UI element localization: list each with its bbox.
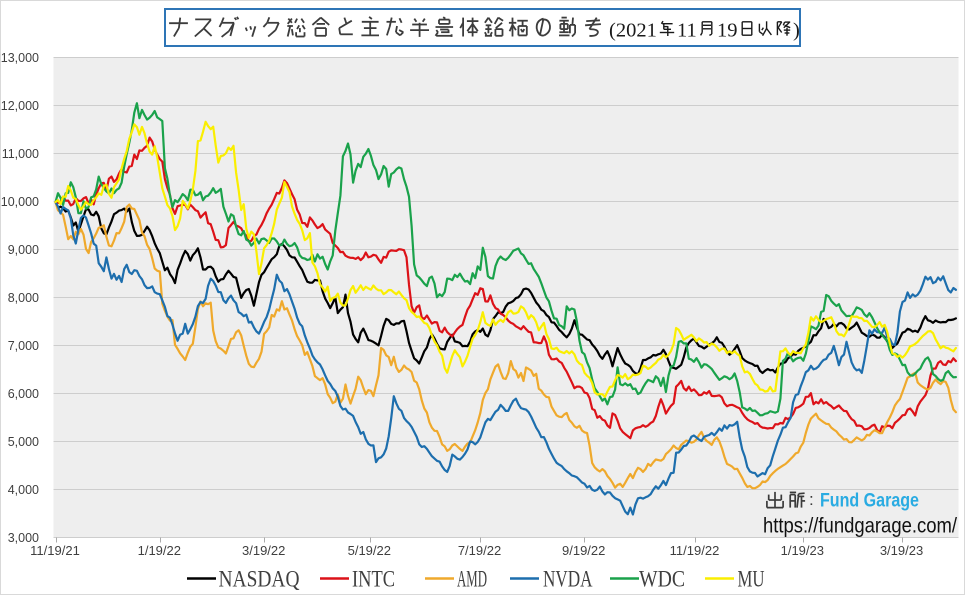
svg-text:12,000: 12,000 [1,99,39,113]
svg-text:Fund Garage: Fund Garage [820,490,919,512]
svg-text:5,000: 5,000 [8,435,39,449]
svg-text:AMD: AMD [457,567,487,593]
svg-text:8,000: 8,000 [8,291,39,305]
svg-text:https://fundgarage.com/: https://fundgarage.com/ [763,515,957,538]
svg-text:7,000: 7,000 [8,339,39,353]
svg-text:3/19/22: 3/19/22 [242,543,285,558]
svg-text:(2021: (2021 [609,20,657,42]
svg-text:1/19/22: 1/19/22 [138,543,181,558]
svg-text:11/19/22: 11/19/22 [670,543,720,558]
svg-text:6,000: 6,000 [8,387,39,401]
svg-text:13,000: 13,000 [1,51,39,65]
svg-text::: : [809,490,814,509]
svg-text:NASDAQ: NASDAQ [219,567,300,593]
svg-text:3/19/23: 3/19/23 [880,543,923,558]
svg-text:3,000: 3,000 [8,531,39,545]
svg-text:19: 19 [717,20,738,42]
svg-text:INTC: INTC [352,567,395,593]
svg-text:NVDA: NVDA [543,567,593,593]
svg-text:7/19/22: 7/19/22 [458,543,501,558]
svg-text:1/19/23: 1/19/23 [781,543,824,558]
svg-text:10,000: 10,000 [1,195,39,209]
svg-text:9/19/22: 9/19/22 [562,543,605,558]
svg-text:9,000: 9,000 [8,243,39,257]
svg-text:11/19/21: 11/19/21 [30,543,80,558]
svg-text:11: 11 [677,20,697,42]
svg-text:): ) [793,20,800,42]
svg-text:11,000: 11,000 [2,147,39,161]
svg-text:4,000: 4,000 [8,483,39,497]
svg-text:WDC: WDC [639,567,685,593]
svg-text:MU: MU [738,567,765,593]
svg-text:5/19/22: 5/19/22 [348,543,391,558]
